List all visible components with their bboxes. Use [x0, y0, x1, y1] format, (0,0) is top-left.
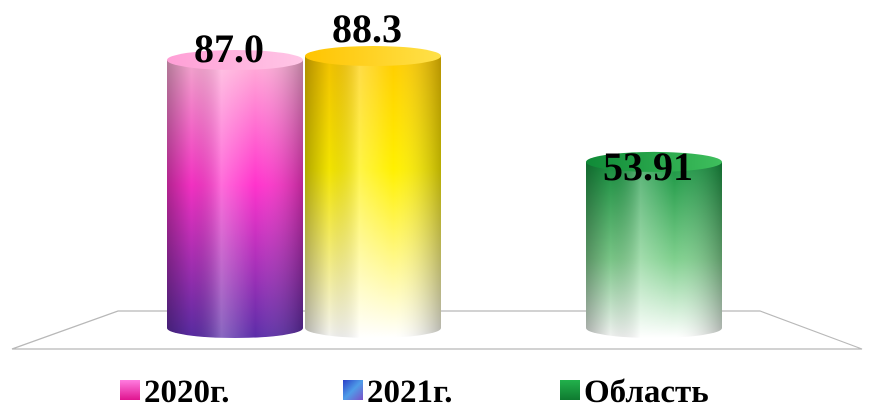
data-labels-layer: 87.0 88.3 53.91 — [194, 6, 693, 189]
legend-label-2: 2021г. — [367, 374, 453, 410]
bar-2 — [305, 46, 441, 338]
bars-layer — [167, 46, 722, 339]
legend-label-1: 2020г. — [144, 374, 230, 410]
bar-1-shading — [167, 60, 303, 339]
legend-swatch-1 — [120, 380, 140, 400]
legend-entry-3: Область — [560, 374, 709, 410]
legend: 2020г. 2021г. Область — [120, 374, 709, 410]
bar-1 — [167, 50, 303, 339]
data-label-2: 88.3 — [332, 6, 402, 51]
legend-swatch-3 — [560, 380, 580, 400]
data-label-1: 87.0 — [194, 26, 264, 71]
legend-label-3: Область — [584, 374, 709, 410]
bar-3-shading — [586, 161, 722, 338]
legend-entry-1: 2020г. — [120, 374, 230, 410]
data-label-3: 53.91 — [603, 144, 693, 189]
legend-entry-2: 2021г. — [343, 374, 453, 410]
bar-3-cap — [586, 151, 722, 172]
bar-1-cap — [167, 50, 303, 71]
bar-2-shading — [305, 56, 441, 338]
bar-2-cap — [305, 46, 441, 66]
legend-swatch-2 — [343, 380, 363, 400]
bar-3 — [586, 151, 722, 338]
